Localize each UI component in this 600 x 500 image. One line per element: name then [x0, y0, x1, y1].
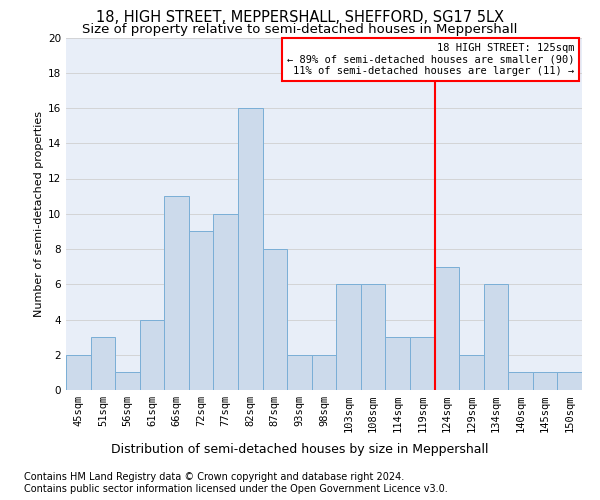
Bar: [533, 372, 557, 390]
Bar: [312, 355, 336, 390]
Text: Distribution of semi-detached houses by size in Meppershall: Distribution of semi-detached houses by …: [111, 442, 489, 456]
Bar: [214, 214, 238, 390]
Bar: [336, 284, 361, 390]
Text: 18 HIGH STREET: 125sqm
← 89% of semi-detached houses are smaller (90)
11% of sem: 18 HIGH STREET: 125sqm ← 89% of semi-det…: [287, 43, 574, 76]
Bar: [434, 266, 459, 390]
Bar: [115, 372, 140, 390]
Bar: [287, 355, 312, 390]
Bar: [385, 337, 410, 390]
Text: Contains public sector information licensed under the Open Government Licence v3: Contains public sector information licen…: [24, 484, 448, 494]
Bar: [140, 320, 164, 390]
Bar: [557, 372, 582, 390]
Bar: [238, 108, 263, 390]
Bar: [361, 284, 385, 390]
Text: 18, HIGH STREET, MEPPERSHALL, SHEFFORD, SG17 5LX: 18, HIGH STREET, MEPPERSHALL, SHEFFORD, …: [96, 10, 504, 25]
Bar: [459, 355, 484, 390]
Bar: [189, 232, 214, 390]
Bar: [484, 284, 508, 390]
Y-axis label: Number of semi-detached properties: Number of semi-detached properties: [34, 111, 44, 317]
Bar: [91, 337, 115, 390]
Text: Contains HM Land Registry data © Crown copyright and database right 2024.: Contains HM Land Registry data © Crown c…: [24, 472, 404, 482]
Bar: [164, 196, 189, 390]
Bar: [263, 249, 287, 390]
Bar: [410, 337, 434, 390]
Text: Size of property relative to semi-detached houses in Meppershall: Size of property relative to semi-detach…: [82, 23, 518, 36]
Bar: [508, 372, 533, 390]
Bar: [66, 355, 91, 390]
